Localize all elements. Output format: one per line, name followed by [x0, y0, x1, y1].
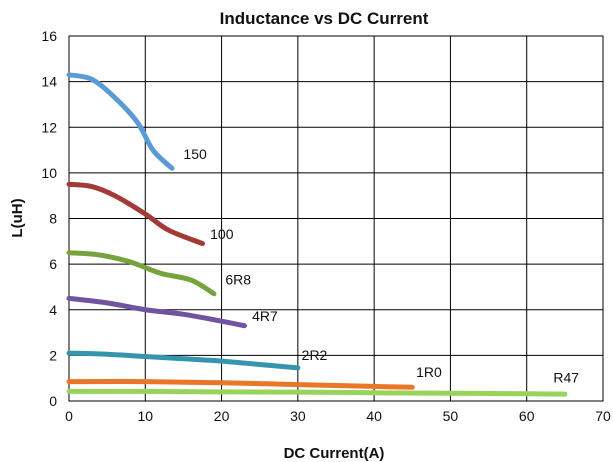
y-tick-label: 4: [49, 302, 57, 318]
series-line-r47: [66, 388, 568, 397]
y-axis-label: L(uH): [9, 198, 26, 237]
series-line-150: [66, 72, 175, 171]
series-labels: 150 100 6R8 4R7 2R2 1R0 R47: [183, 146, 579, 385]
tick-labels: 0 10 20 30 40 50 60 70 0 2 4 6 8 10 12 14 16: [41, 28, 611, 424]
x-tick-label: 60: [519, 408, 535, 424]
y-tick-label: 2: [49, 347, 57, 363]
series-label-2r2: 2R2: [302, 347, 328, 363]
y-tick-label: 16: [41, 28, 57, 44]
y-tick-label: 8: [49, 211, 57, 227]
x-tick-label: 40: [366, 408, 382, 424]
x-tick-label: 10: [137, 408, 153, 424]
series-label-1r0: 1R0: [416, 364, 442, 380]
x-tick-label: 50: [443, 408, 459, 424]
x-tick-label: 70: [595, 408, 611, 424]
chart-title: Inductance vs DC Current: [220, 9, 429, 28]
series-line-100: [66, 181, 205, 247]
y-tick-label: 14: [41, 74, 57, 90]
series-line-2r2: [66, 350, 301, 371]
series-layer: [66, 72, 568, 397]
y-tick-label: 6: [49, 256, 57, 272]
series-line-1r0: [66, 379, 415, 390]
y-tick-label: 12: [41, 119, 57, 135]
x-axis-label: DC Current(A): [284, 445, 385, 462]
x-tick-label: 20: [214, 408, 230, 424]
series-label-6r8: 6R8: [225, 272, 251, 288]
series-line-6r8: [66, 250, 217, 297]
x-tick-label: 0: [65, 408, 73, 424]
series-label-r47: R47: [553, 369, 579, 385]
series-label-4r7: 4R7: [252, 308, 278, 324]
series-line-4r7: [66, 295, 247, 329]
y-tick-label: 0: [49, 393, 57, 409]
x-tick-label: 30: [290, 408, 306, 424]
series-label-100: 100: [210, 226, 234, 242]
plot-area-border: [68, 35, 604, 402]
y-tick-label: 10: [41, 165, 57, 181]
series-label-150: 150: [183, 146, 207, 162]
